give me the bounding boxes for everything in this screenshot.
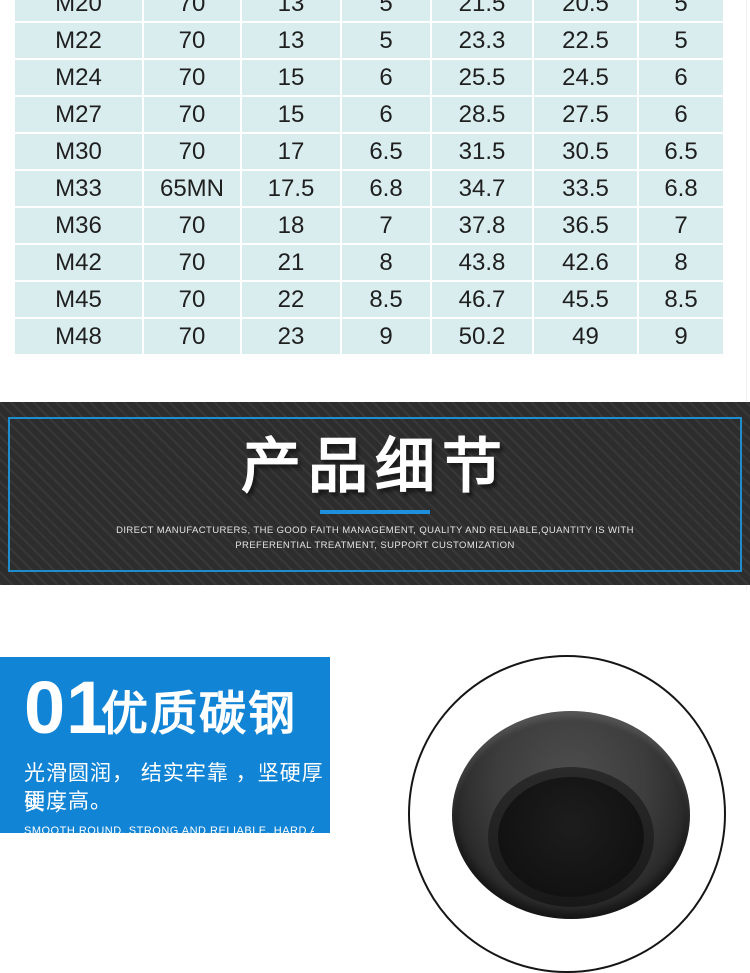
spec-cell: 8 [342, 245, 430, 280]
spec-cell: 13 [242, 0, 340, 21]
table-row: M45 70 22 8.5 46.7 45.5 8.5 [15, 282, 723, 317]
spec-cell: 70 [144, 208, 240, 243]
table-row: M24 70 15 6 25.5 24.5 6 [15, 60, 723, 95]
spec-cell: 34.7 [432, 171, 532, 206]
banner-tagline-line1: DIRECT MANUFACTURERS, THE GOOD FAITH MAN… [116, 525, 634, 536]
banner-tagline-line2: PREFERENTIAL TREATMENT, SUPPORT CUSTOMIZ… [235, 540, 515, 551]
feature-number: 01 [24, 666, 109, 749]
spec-cell: 6 [639, 60, 723, 95]
spec-cell: 70 [144, 282, 240, 317]
product-details-banner: 产品细节 DIRECT MANUFACTURERS, THE GOOD FAIT… [0, 402, 750, 585]
feature-01-panel: 01 优质碳钢 光滑圆润， 结实牢靠 ，坚硬厚实 ， 硬度高。 SMOOTH R… [0, 657, 330, 833]
table-row: M33 65MN 17.5 6.8 34.7 33.5 6.8 [15, 171, 723, 206]
spec-cell: 28.5 [432, 97, 532, 132]
spec-cell: 46.7 [432, 282, 532, 317]
banner-underline [320, 510, 430, 514]
table-row: M27 70 15 6 28.5 27.5 6 [15, 97, 723, 132]
spec-cell: 9 [342, 319, 430, 354]
spec-cell: 13 [242, 23, 340, 58]
spec-cell: 70 [144, 23, 240, 58]
spec-cell: M45 [15, 282, 142, 317]
spec-cell: 18 [242, 208, 340, 243]
spec-cell: M24 [15, 60, 142, 95]
spec-cell: 15 [242, 60, 340, 95]
spec-cell: 6.8 [342, 171, 430, 206]
spec-cell: M30 [15, 134, 142, 169]
spec-cell: M33 [15, 171, 142, 206]
spec-cell: 17.5 [242, 171, 340, 206]
spec-cell: M22 [15, 23, 142, 58]
spec-cell: 9 [639, 319, 723, 354]
spec-cell: 6.5 [639, 134, 723, 169]
washer-hole [498, 777, 644, 897]
spec-cell: 21.5 [432, 0, 532, 21]
spec-cell: 31.5 [432, 134, 532, 169]
spec-cell: 70 [144, 134, 240, 169]
feature-description-line2: 硬度高。 [24, 790, 112, 813]
spec-cell: 17 [242, 134, 340, 169]
spec-table: M20 70 13 5 21.5 20.5 5 M22 70 13 5 23.3… [13, 0, 725, 356]
spec-cell: 70 [144, 60, 240, 95]
spec-cell: 5 [342, 0, 430, 21]
spec-cell: M27 [15, 97, 142, 132]
spec-cell: 8.5 [639, 282, 723, 317]
spec-cell: 7 [639, 208, 723, 243]
spec-cell: 23 [242, 319, 340, 354]
spec-cell: M36 [15, 208, 142, 243]
spec-cell: 6.5 [342, 134, 430, 169]
table-row: M36 70 18 7 37.8 36.5 7 [15, 208, 723, 243]
spec-cell: 42.6 [534, 245, 637, 280]
spec-cell: 22 [242, 282, 340, 317]
table-row: M30 70 17 6.5 31.5 30.5 6.5 [15, 134, 723, 169]
spec-table-section: M20 70 13 5 21.5 20.5 5 M22 70 13 5 23.3… [13, 0, 725, 356]
spec-cell: 6.8 [639, 171, 723, 206]
spec-cell: 33.5 [534, 171, 637, 206]
spec-cell: M20 [15, 0, 142, 21]
spec-cell: 24.5 [534, 60, 637, 95]
spec-cell: M48 [15, 319, 142, 354]
table-row: M22 70 13 5 23.3 22.5 5 [15, 23, 723, 58]
spec-cell: 6 [639, 97, 723, 132]
table-row: M48 70 23 9 50.2 49 9 [15, 319, 723, 354]
feature-description-line1: 光滑圆润， 结实牢靠 ，坚硬厚实 ， [24, 762, 324, 815]
spec-cell: 70 [144, 97, 240, 132]
spec-cell: 23.3 [432, 23, 532, 58]
table-row: M20 70 13 5 21.5 20.5 5 [15, 0, 723, 21]
spec-cell: 43.8 [432, 245, 532, 280]
spec-cell: 8 [639, 245, 723, 280]
spec-cell: 5 [639, 0, 723, 21]
spec-cell: 30.5 [534, 134, 637, 169]
spec-cell: 70 [144, 245, 240, 280]
feature-title: 优质碳钢 [101, 687, 297, 740]
clipped-caption: SMOOTH ROUND, STRONG AND RELIABLE, HARD … [24, 825, 314, 833]
spec-cell: 27.5 [534, 97, 637, 132]
banner-tagline: DIRECT MANUFACTURERS, THE GOOD FAITH MAN… [0, 523, 750, 553]
spec-cell: 6 [342, 97, 430, 132]
table-row: M42 70 21 8 43.8 42.6 8 [15, 245, 723, 280]
washer-photo [452, 711, 690, 919]
spec-cell: 49 [534, 319, 637, 354]
spec-cell: 21 [242, 245, 340, 280]
spec-cell: 5 [342, 23, 430, 58]
spec-cell: 22.5 [534, 23, 637, 58]
spec-cell: M42 [15, 245, 142, 280]
spec-cell: 45.5 [534, 282, 637, 317]
spec-cell: 37.8 [432, 208, 532, 243]
spec-cell: 65MN [144, 171, 240, 206]
spec-cell: 8.5 [342, 282, 430, 317]
spec-cell: 5 [639, 23, 723, 58]
banner-title: 产品细节 [241, 433, 509, 500]
spec-cell: 25.5 [432, 60, 532, 95]
spec-cell: 50.2 [432, 319, 532, 354]
spec-cell: 6 [342, 60, 430, 95]
spec-cell: 36.5 [534, 208, 637, 243]
banner-inner-border [8, 417, 742, 572]
page-edge-divider [746, 0, 747, 590]
spec-cell: 7 [342, 208, 430, 243]
spec-cell: 20.5 [534, 0, 637, 21]
spec-cell: 70 [144, 319, 240, 354]
spec-cell: 70 [144, 0, 240, 21]
spec-cell: 15 [242, 97, 340, 132]
